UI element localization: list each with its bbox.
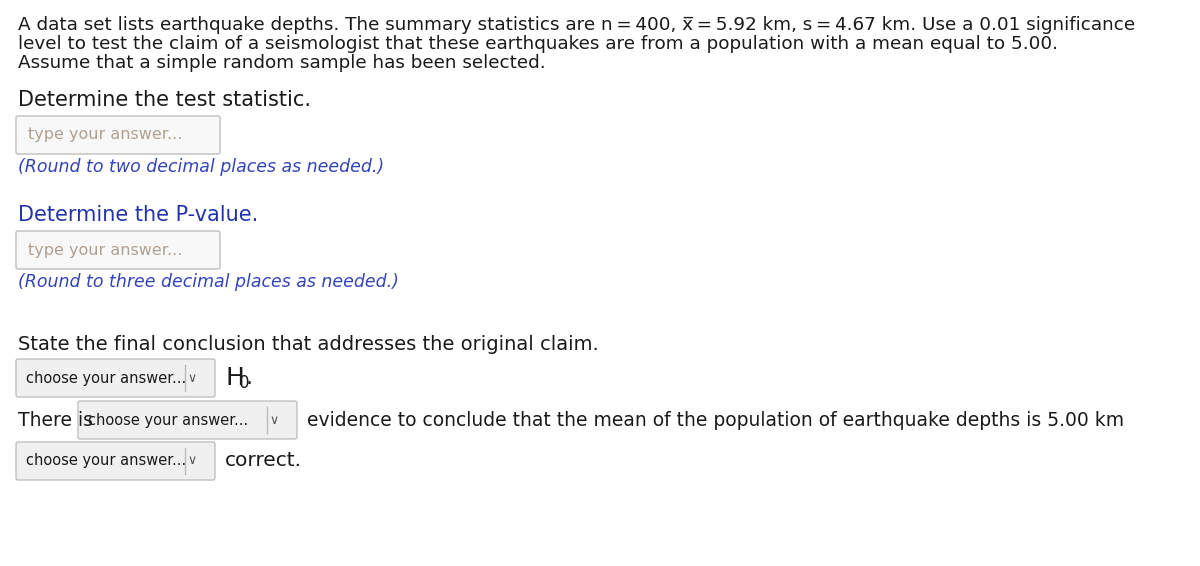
- FancyBboxPatch shape: [78, 401, 298, 439]
- Text: State the final conclusion that addresses the original claim.: State the final conclusion that addresse…: [18, 335, 599, 354]
- Text: correct.: correct.: [226, 452, 302, 470]
- FancyBboxPatch shape: [16, 442, 215, 480]
- Text: type your answer...: type your answer...: [28, 242, 182, 258]
- Text: choose your answer...: choose your answer...: [26, 371, 186, 385]
- Text: choose your answer...: choose your answer...: [26, 453, 186, 469]
- Text: level to test the claim of a seismologist that these earthquakes are from a popu: level to test the claim of a seismologis…: [18, 35, 1058, 53]
- Text: A data set lists earthquake depths. The summary statistics are n = 400, x̅ = 5.9: A data set lists earthquake depths. The …: [18, 16, 1135, 34]
- FancyBboxPatch shape: [16, 359, 215, 397]
- Text: H: H: [226, 366, 244, 390]
- FancyBboxPatch shape: [16, 116, 220, 154]
- Text: choose your answer...: choose your answer...: [88, 413, 248, 427]
- FancyBboxPatch shape: [16, 231, 220, 269]
- Text: ∨: ∨: [187, 371, 197, 384]
- Text: evidence to conclude that the mean of the population of earthquake depths is 5.0: evidence to conclude that the mean of th…: [307, 410, 1124, 430]
- Text: ∨: ∨: [270, 414, 278, 427]
- Text: type your answer...: type your answer...: [28, 127, 182, 143]
- Text: 0: 0: [239, 374, 250, 392]
- Text: Determine the test statistic.: Determine the test statistic.: [18, 90, 311, 110]
- Text: .: .: [246, 368, 253, 388]
- Text: (Round to three decimal places as needed.): (Round to three decimal places as needed…: [18, 273, 398, 291]
- Text: There is: There is: [18, 410, 94, 430]
- Text: Assume that a simple random sample has been selected.: Assume that a simple random sample has b…: [18, 54, 546, 72]
- Text: (Round to two decimal places as needed.): (Round to two decimal places as needed.): [18, 158, 384, 176]
- Text: Determine the P-value.: Determine the P-value.: [18, 205, 258, 225]
- Text: ∨: ∨: [187, 454, 197, 468]
